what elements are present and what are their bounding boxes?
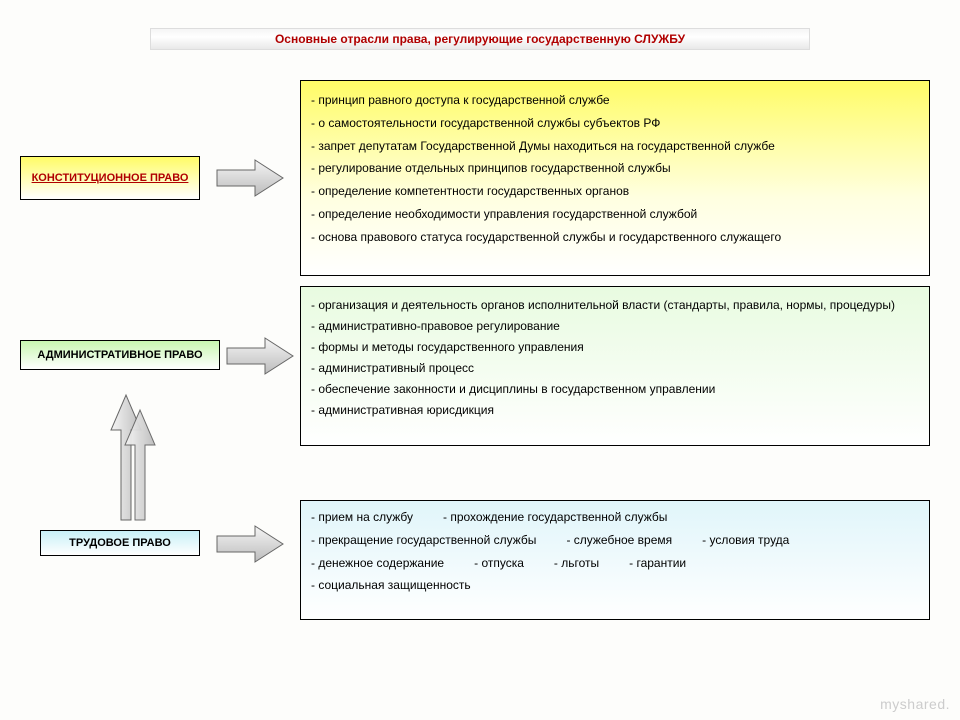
branch-constitutional: КОНСТИТУЦИОННОЕ ПРАВО bbox=[20, 156, 200, 200]
list-item: - обеспечение законности и дисциплины в … bbox=[311, 379, 919, 400]
content-labor: - прием на службу - прохождение государс… bbox=[300, 500, 930, 620]
arrow-right-icon bbox=[215, 524, 285, 564]
up-arrows-icon bbox=[108, 390, 158, 522]
branch-label: ТРУДОВОЕ ПРАВО bbox=[69, 537, 171, 549]
branch-label: КОНСТИТУЦИОННОЕ ПРАВО bbox=[32, 172, 189, 184]
content-administrative: - организация и деятельность органов исп… bbox=[300, 286, 930, 446]
branch-labor: ТРУДОВОЕ ПРАВО bbox=[40, 530, 200, 556]
list-item: - административная юрисдикция bbox=[311, 400, 919, 421]
list-row: - денежное содержание - отпуска - льготы… bbox=[311, 555, 919, 578]
list-item: - прохождение государственной службы bbox=[443, 509, 667, 526]
list-item: - социальная защищенность bbox=[311, 577, 471, 594]
list-item: - организация и деятельность органов исп… bbox=[311, 295, 919, 316]
list-item: - денежное содержание bbox=[311, 555, 444, 572]
list-item: - льготы bbox=[554, 555, 599, 572]
branch-administrative: АДМИНИСТРАТИВНОЕ ПРАВО bbox=[20, 340, 220, 370]
list-item: - административно-правовое регулирование bbox=[311, 316, 919, 337]
list-item: - гарантии bbox=[629, 555, 686, 572]
list-row: - прием на службу - прохождение государс… bbox=[311, 509, 919, 532]
content-constitutional: - принцип равного доступа к государствен… bbox=[300, 80, 930, 276]
list-item: - запрет депутатам Государственной Думы … bbox=[311, 135, 919, 158]
list-row: - социальная защищенность bbox=[311, 577, 919, 600]
page-title: Основные отрасли права, регулирующие гос… bbox=[275, 32, 685, 46]
list-item: - о самостоятельности государственной сл… bbox=[311, 112, 919, 135]
arrow-right-icon bbox=[215, 158, 285, 198]
list-item: - регулирование отдельных принципов госу… bbox=[311, 157, 919, 180]
arrow-right-icon bbox=[225, 336, 295, 376]
title-bar: Основные отрасли права, регулирующие гос… bbox=[150, 28, 810, 50]
list-item: - отпуска bbox=[474, 555, 524, 572]
list-item: - прием на службу bbox=[311, 509, 413, 526]
list-item: - прекращение государственной службы bbox=[311, 532, 536, 549]
list-item: - служебное время bbox=[566, 532, 672, 549]
list-item: - определение компетентности государстве… bbox=[311, 180, 919, 203]
list-item: - формы и методы государственного управл… bbox=[311, 337, 919, 358]
branch-label: АДМИНИСТРАТИВНОЕ ПРАВО bbox=[37, 349, 202, 361]
list-item: - основа правового статуса государственн… bbox=[311, 226, 919, 249]
list-item: - условия труда bbox=[702, 532, 789, 549]
list-item: - административный процесс bbox=[311, 358, 919, 379]
list-item: - определение необходимости управления г… bbox=[311, 203, 919, 226]
list-item: - принцип равного доступа к государствен… bbox=[311, 89, 919, 112]
list-row: - прекращение государственной службы - с… bbox=[311, 532, 919, 555]
watermark: myshared. bbox=[880, 696, 950, 712]
